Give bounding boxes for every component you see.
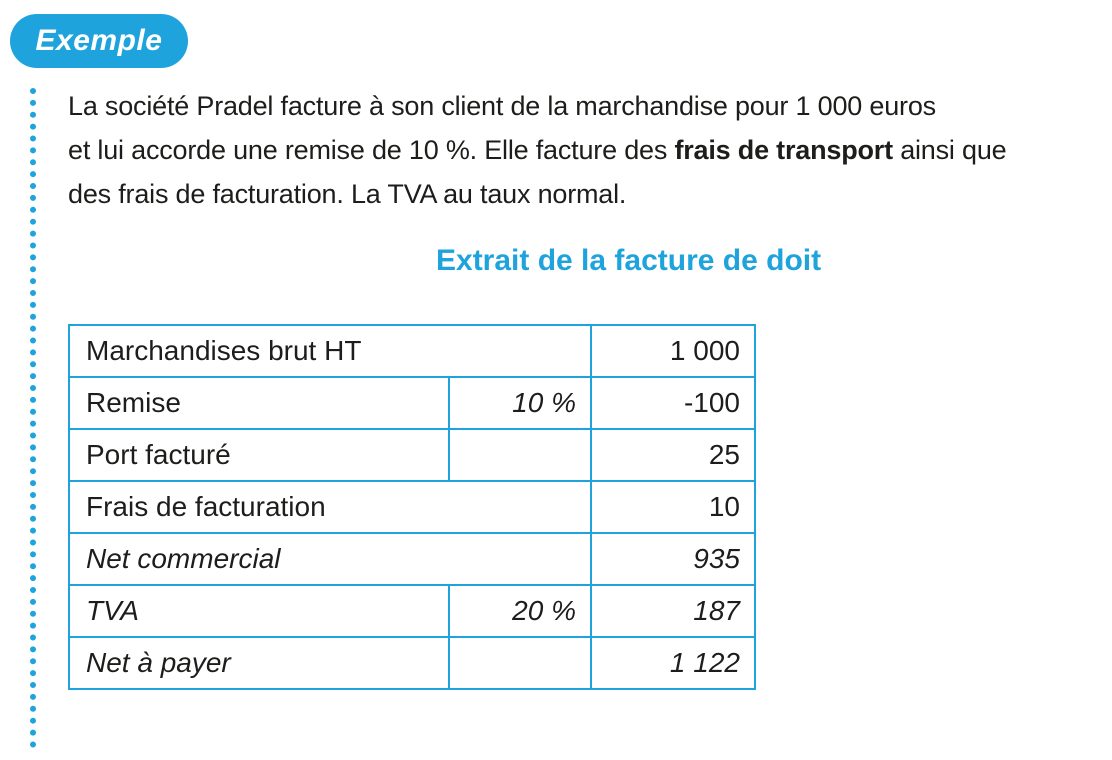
row-label: Marchandises brut HT — [68, 324, 592, 378]
row-amount: 187 — [590, 584, 756, 638]
row-amount: 1 122 — [590, 636, 756, 690]
exemple-badge: Exemple — [10, 14, 188, 68]
intro-line-2-end: ainsi que — [892, 135, 1007, 165]
dotted-margin-rule — [30, 88, 36, 748]
intro-paragraph: La société Pradel facture à son client d… — [68, 84, 1108, 216]
intro-bold-term: frais de transport — [674, 135, 893, 165]
row-label: Frais de facturation — [68, 480, 592, 534]
row-rate — [448, 636, 592, 690]
table-row: TVA 20 % 187 — [68, 584, 756, 638]
row-label: TVA — [68, 584, 450, 638]
table-row: Port facturé 25 — [68, 428, 756, 482]
row-rate: 20 % — [448, 584, 592, 638]
badge-label: Exemple — [35, 24, 163, 57]
row-label: Net à payer — [68, 636, 450, 690]
table-row: Net à payer 1 122 — [68, 636, 756, 690]
table-row: Remise 10 % -100 — [68, 376, 756, 430]
row-rate — [448, 428, 592, 482]
row-label: Port facturé — [68, 428, 450, 482]
intro-line-2-start: et lui accorde une remise de 10 %. Elle … — [68, 135, 675, 165]
intro-line-3: des frais de facturation. La TVA au taux… — [68, 179, 627, 209]
row-amount: 935 — [590, 532, 756, 586]
row-label: Net commercial — [68, 532, 592, 586]
table-row: Net commercial 935 — [68, 532, 756, 586]
row-rate: 10 % — [448, 376, 592, 430]
row-label: Remise — [68, 376, 450, 430]
row-amount: 1 000 — [590, 324, 756, 378]
table-row: Marchandises brut HT 1 000 — [68, 324, 756, 378]
table-row: Frais de facturation 10 — [68, 480, 756, 534]
intro-line-2: et lui accorde une remise de 10 %. Elle … — [68, 128, 1108, 172]
intro-line-1: La société Pradel facture à son client d… — [68, 91, 936, 121]
row-amount: 25 — [590, 428, 756, 482]
row-amount: -100 — [590, 376, 756, 430]
table-title: Extrait de la facture de doit — [436, 244, 822, 277]
row-amount: 10 — [590, 480, 756, 534]
invoice-table: Marchandises brut HT 1 000 Remise 10 % -… — [68, 324, 756, 690]
